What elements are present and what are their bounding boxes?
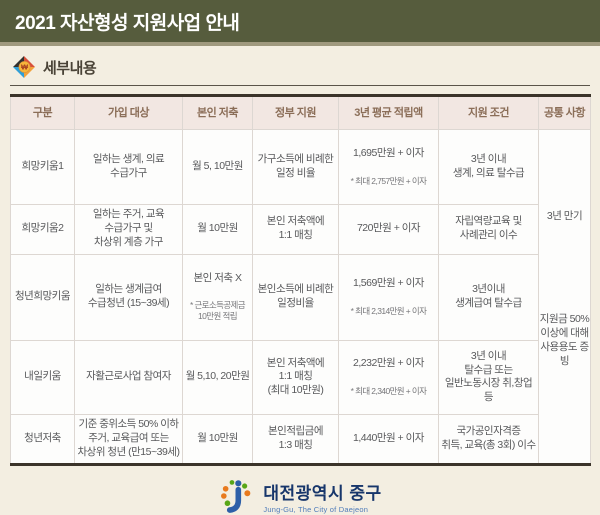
section-title: 세부내용 [43,59,97,77]
row-support: 가구소득에 비례한 일정 비율 [252,129,339,205]
table-row: 청년저축 기준 중위소득 50% 이하 주거, 교육급여 또는 차상위 청년 (… [10,414,591,466]
table-row: 내일키움 자활근로사업 참여자 월 5,10, 20만원 본인 저축액에 1:1… [10,339,591,416]
row-target: 일하는 생계, 의료 수급가구 [74,129,183,205]
row-deposit: 1,695만원 + 이자 * 최대 2,757만원 + 이자 [338,129,439,205]
row-condition: 국가공인자격증 취득, 교육(총 3회) 이수 [438,414,539,466]
section-header: ₩ 세부내용 [10,46,590,86]
common-note-2: 지원금 50% 이상에 대해 사용용도 증빙 [539,313,590,367]
col-savings: 본인 저축 [182,95,253,130]
row-savings: 본인 저축 X * 근로소득공제금 10만원 적립 [182,253,253,341]
col-common: 공통 사항 [538,95,591,130]
deposit-main: 2,232만원 + 이자 [353,357,424,370]
row-category: 희망키움1 [10,129,75,205]
savings-main: 본인 저축 X [193,271,242,284]
table-header-row: 구분 가입 대상 본인 저축 정부 지원 3년 평균 적립액 지원 조건 공통 … [10,95,591,130]
row-support: 본인 저축액에 1:1 매칭 (최대 10만원) [252,339,339,416]
table-row: 청년희망키움 일하는 생계급여 수급청년 (15~39세) 본인 저축 X * … [10,253,591,341]
row-deposit: 720만원 + 이자 [338,203,439,255]
row-deposit: 1,440만원 + 이자 [338,414,439,466]
row-condition: 3년 이내 생계, 의료 탈수급 [438,129,539,205]
row-condition: 자립역량교육 및 사례관리 이수 [438,203,539,255]
deposit-note: * 최대 2,340만원 + 이자 [350,386,427,397]
org-name-english: Jung-Gu, The City of Daejeon [263,504,369,514]
row-target: 일하는 생계급여 수급청년 (15~39세) [74,253,183,341]
savings-note: * 근로소득공제금 10만원 적립 [189,300,246,322]
col-category: 구분 [10,95,75,130]
row-savings: 월 10만원 [182,414,253,466]
org-name-block: 대전광역시 중구 Jung-Gu, The City of Daejeon [263,479,381,514]
row-support: 본인적립금에 1:3 매칭 [252,414,339,466]
row-savings: 월 10만원 [182,203,253,255]
row-deposit: 2,232만원 + 이자 * 최대 2,340만원 + 이자 [338,339,439,416]
row-target: 일하는 주거, 교육 수급가구 및 차상위 계층 가구 [74,203,183,255]
row-category: 내일키움 [10,339,75,416]
row-savings: 월 5,10, 20만원 [182,339,253,416]
deposit-main: 1,695만원 + 이자 [353,146,424,159]
row-deposit: 1,569만원 + 이자 * 최대 2,314만원 + 이자 [338,253,439,341]
footer: 대전광역시 중구 Jung-Gu, The City of Daejeon [0,477,600,515]
col-deposit: 3년 평균 적립액 [338,95,439,130]
col-condition: 지원 조건 [438,95,539,130]
title-bar: 2021 자산형성 지원사업 안내 [0,0,600,46]
row-target: 기준 중위소득 50% 이하 주거, 교육급여 또는 차상위 청년 (만15~3… [74,414,183,466]
deposit-note: * 최대 2,757만원 + 이자 [350,175,427,186]
daejeon-junggu-logo-icon [221,480,251,514]
row-category: 청년희망키움 [10,253,75,341]
common-note-1: 3년 만기 [546,209,583,222]
deposit-note: * 최대 2,314만원 + 이자 [350,305,427,316]
org-name-korean: 대전광역시 중구 [263,483,382,503]
table-row: 희망키움2 일하는 주거, 교육 수급가구 및 차상위 계층 가구 월 10만원… [10,203,591,255]
deposit-main: 1,569만원 + 이자 [353,277,424,290]
row-target: 자활근로사업 참여자 [74,339,183,416]
support-program-table: 구분 가입 대상 본인 저축 정부 지원 3년 평균 적립액 지원 조건 공통 … [10,94,591,467]
row-support: 본인 저축액에 1:1 매칭 [252,203,339,255]
col-target: 가입 대상 [74,95,183,130]
row-category: 청년저축 [10,414,75,466]
page-title: 2021 자산형성 지원사업 안내 [15,12,240,34]
row-category: 희망키움2 [10,203,75,255]
common-column-cell: 3년 만기 지원금 50% 이상에 대해 사용용도 증빙 [538,128,591,466]
table-row: 희망키움1 일하는 생계, 의료 수급가구 월 5, 10만원 가구소득에 비례… [10,128,591,466]
row-support: 본인소득에 비례한 일정비율 [252,253,339,341]
won-symbol: ₩ [21,63,29,72]
row-condition: 3년 이내 탈수급 또는 일반노동시장 취,창업 등 [438,339,539,416]
coin-diamond-icon: ₩ [13,56,35,78]
row-condition: 3년이내 생계급여 탈수급 [438,253,539,341]
row-savings: 월 5, 10만원 [182,129,253,205]
col-support: 정부 지원 [252,95,339,130]
